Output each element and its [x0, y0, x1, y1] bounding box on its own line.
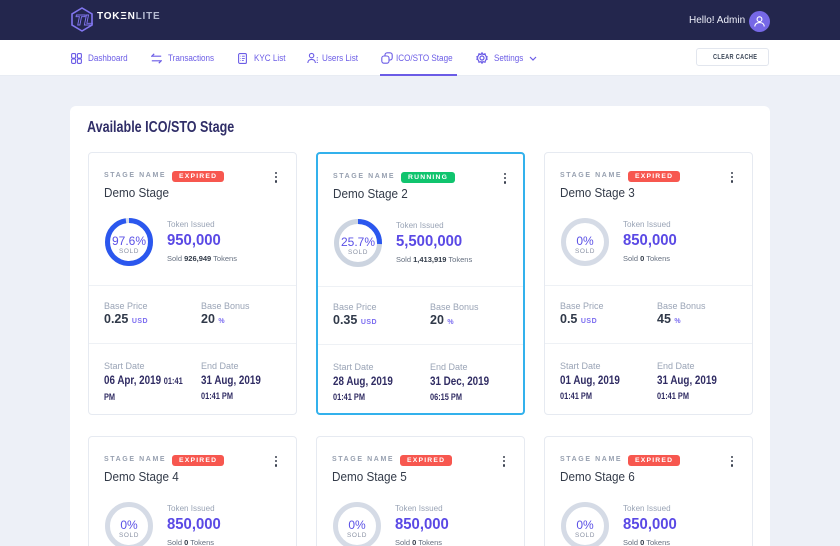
svg-text:TL: TL — [75, 12, 93, 29]
